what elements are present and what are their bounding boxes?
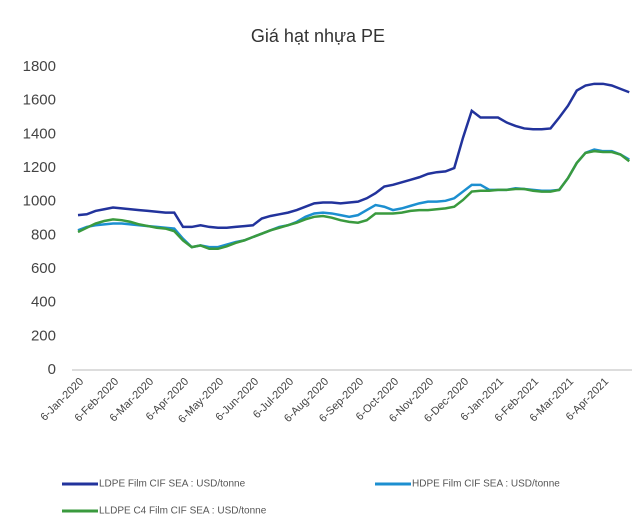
y-tick-label: 1200	[23, 159, 56, 176]
y-tick-label: 200	[31, 327, 56, 344]
line-series	[77, 149, 631, 251]
y-tick-label: 1600	[23, 92, 56, 109]
line-series	[77, 82, 630, 230]
line-series	[77, 148, 630, 249]
legend-label: HDPE Film CIF SEA : USD/tonne	[412, 479, 560, 490]
y-tick-label: 400	[31, 294, 56, 311]
y-tick-label: 1400	[23, 125, 56, 142]
legend-label: LDPE Film CIF SEA : USD/tonne	[99, 479, 246, 490]
y-tick-label: 800	[31, 226, 56, 243]
chart-title: Giá hạt nhựa PE	[251, 26, 385, 46]
y-tick-label: 0	[48, 361, 56, 378]
y-tick-label: 1000	[23, 193, 56, 210]
y-tick-label: 600	[31, 260, 56, 277]
legend-label: LLDPE C4 Film CIF SEA : USD/tonne	[99, 506, 267, 517]
y-tick-label: 1800	[23, 58, 56, 75]
